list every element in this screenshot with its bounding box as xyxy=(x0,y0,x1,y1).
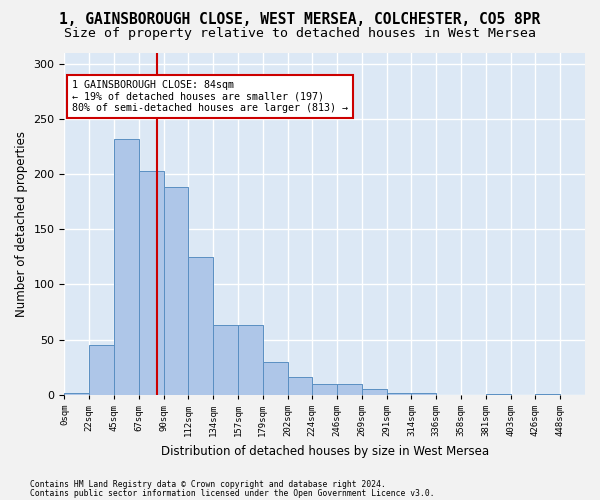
Bar xyxy=(337,384,362,395)
Bar xyxy=(263,362,287,395)
Bar xyxy=(535,394,560,395)
Y-axis label: Number of detached properties: Number of detached properties xyxy=(15,130,28,316)
Bar xyxy=(114,138,139,395)
Bar xyxy=(238,326,263,395)
Bar xyxy=(188,257,213,395)
Text: Contains HM Land Registry data © Crown copyright and database right 2024.: Contains HM Land Registry data © Crown c… xyxy=(30,480,386,489)
Bar xyxy=(89,345,114,395)
Bar xyxy=(486,394,511,395)
Text: 1 GAINSBOROUGH CLOSE: 84sqm
← 19% of detached houses are smaller (197)
80% of se: 1 GAINSBOROUGH CLOSE: 84sqm ← 19% of det… xyxy=(72,80,348,114)
X-axis label: Distribution of detached houses by size in West Mersea: Distribution of detached houses by size … xyxy=(161,444,489,458)
Text: Size of property relative to detached houses in West Mersea: Size of property relative to detached ho… xyxy=(64,28,536,40)
Bar xyxy=(139,170,164,395)
Bar xyxy=(412,392,436,395)
Text: 1, GAINSBOROUGH CLOSE, WEST MERSEA, COLCHESTER, CO5 8PR: 1, GAINSBOROUGH CLOSE, WEST MERSEA, COLC… xyxy=(59,12,541,28)
Bar xyxy=(213,326,238,395)
Bar xyxy=(64,392,89,395)
Text: Contains public sector information licensed under the Open Government Licence v3: Contains public sector information licen… xyxy=(30,489,434,498)
Bar xyxy=(386,392,412,395)
Bar xyxy=(164,187,188,395)
Bar xyxy=(287,377,313,395)
Bar xyxy=(362,390,386,395)
Bar xyxy=(313,384,337,395)
